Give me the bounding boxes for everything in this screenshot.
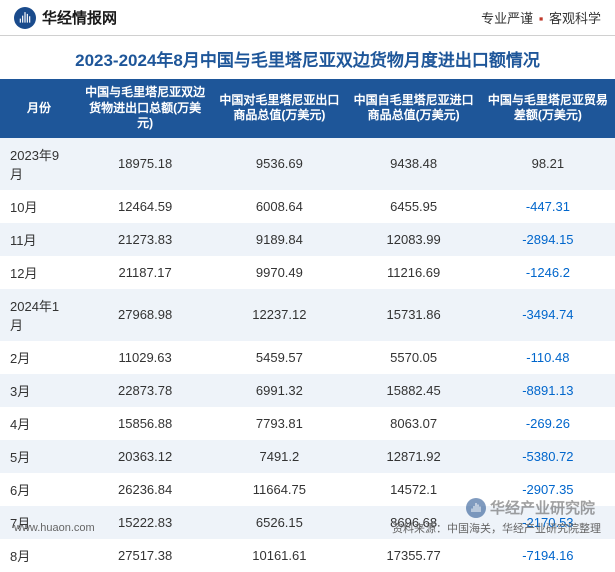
table-cell: 18975.18 [78, 138, 212, 190]
table-cell: 12464.59 [78, 190, 212, 223]
table-cell: 11月 [0, 223, 78, 256]
col-total: 中国与毛里塔尼亚双边货物进出口总额(万美元) [78, 79, 212, 138]
table-cell: 2023年9月 [0, 138, 78, 190]
table-row: 10月12464.596008.646455.95-447.31 [0, 190, 615, 223]
tagline-dot: ▪ [539, 11, 544, 26]
table-cell: 10月 [0, 190, 78, 223]
table-cell: -1246.2 [481, 256, 615, 289]
tagline-right: 客观科学 [549, 11, 601, 26]
table-cell: 5570.05 [347, 341, 481, 374]
table-row: 11月21273.839189.8412083.99-2894.15 [0, 223, 615, 256]
table-cell: -110.48 [481, 341, 615, 374]
table-cell: 6月 [0, 473, 78, 506]
table-cell: 17355.77 [347, 539, 481, 572]
table-cell: 15856.88 [78, 407, 212, 440]
table-cell: 6991.32 [212, 374, 346, 407]
table-cell: 5459.57 [212, 341, 346, 374]
table-cell: 11664.75 [212, 473, 346, 506]
table-row: 4月15856.887793.818063.07-269.26 [0, 407, 615, 440]
table-cell: 20363.12 [78, 440, 212, 473]
table-cell: 9536.69 [212, 138, 346, 190]
table-cell: -8891.13 [481, 374, 615, 407]
table-row: 8月27517.3810161.6117355.77-7194.16 [0, 539, 615, 572]
table-cell: -2894.15 [481, 223, 615, 256]
table-cell: -447.31 [481, 190, 615, 223]
table-cell: 21187.17 [78, 256, 212, 289]
table-cell: 27517.38 [78, 539, 212, 572]
table-cell: -2907.35 [481, 473, 615, 506]
logo-section: 华经情报网 [14, 7, 117, 29]
table-cell: 98.21 [481, 138, 615, 190]
table-cell: 26236.84 [78, 473, 212, 506]
col-export: 中国对毛里塔尼亚出口商品总值(万美元) [212, 79, 346, 138]
table-cell: 12237.12 [212, 289, 346, 341]
table-cell: 21273.83 [78, 223, 212, 256]
table-header-row: 月份 中国与毛里塔尼亚双边货物进出口总额(万美元) 中国对毛里塔尼亚出口商品总值… [0, 79, 615, 138]
table-cell: 7491.2 [212, 440, 346, 473]
col-balance: 中国与毛里塔尼亚贸易差额(万美元) [481, 79, 615, 138]
col-month: 月份 [0, 79, 78, 138]
header-bar: 华经情报网 专业严谨 ▪ 客观科学 [0, 0, 615, 36]
table-cell: -269.26 [481, 407, 615, 440]
footer-bar: www.huaon.com 资料来源：中国海关，华经产业研究院整理 [0, 516, 615, 540]
table-cell: -3494.74 [481, 289, 615, 341]
table-cell: 22873.78 [78, 374, 212, 407]
table-cell: 10161.61 [212, 539, 346, 572]
logo-text: 华经情报网 [42, 7, 117, 28]
footer-source: 资料来源：中国海关，华经产业研究院整理 [392, 520, 601, 536]
table-row: 12月21187.179970.4911216.69-1246.2 [0, 256, 615, 289]
page-title: 2023-2024年8月中国与毛里塔尼亚双边货物月度进出口额情况 [0, 36, 615, 79]
table-cell: 6008.64 [212, 190, 346, 223]
data-table: 月份 中国与毛里塔尼亚双边货物进出口总额(万美元) 中国对毛里塔尼亚出口商品总值… [0, 79, 615, 572]
table-row: 3月22873.786991.3215882.45-8891.13 [0, 374, 615, 407]
table-cell: 3月 [0, 374, 78, 407]
table-row: 2023年9月18975.189536.699438.4898.21 [0, 138, 615, 190]
table-cell: 9970.49 [212, 256, 346, 289]
table-cell: 27968.98 [78, 289, 212, 341]
table-row: 2月11029.635459.575570.05-110.48 [0, 341, 615, 374]
table-cell: 11216.69 [347, 256, 481, 289]
table-cell: 4月 [0, 407, 78, 440]
table-row: 5月20363.127491.212871.92-5380.72 [0, 440, 615, 473]
table-cell: 12871.92 [347, 440, 481, 473]
table-cell: 2月 [0, 341, 78, 374]
logo-icon [14, 7, 36, 29]
table-cell: 12月 [0, 256, 78, 289]
table-cell: 7793.81 [212, 407, 346, 440]
tagline: 专业严谨 ▪ 客观科学 [481, 8, 601, 27]
table-row: 2024年1月27968.9812237.1215731.86-3494.74 [0, 289, 615, 341]
table-cell: 6455.95 [347, 190, 481, 223]
table-cell: 9189.84 [212, 223, 346, 256]
table-cell: 15882.45 [347, 374, 481, 407]
footer-url: www.huaon.com [14, 522, 95, 534]
table-cell: 5月 [0, 440, 78, 473]
table-cell: 2024年1月 [0, 289, 78, 341]
table-cell: 8月 [0, 539, 78, 572]
table-cell: 15731.86 [347, 289, 481, 341]
table-cell: 8063.07 [347, 407, 481, 440]
tagline-left: 专业严谨 [481, 11, 533, 26]
table-cell: 11029.63 [78, 341, 212, 374]
table-container: 月份 中国与毛里塔尼亚双边货物进出口总额(万美元) 中国对毛里塔尼亚出口商品总值… [0, 79, 615, 572]
table-cell: 14572.1 [347, 473, 481, 506]
table-cell: -5380.72 [481, 440, 615, 473]
col-import: 中国自毛里塔尼亚进口商品总值(万美元) [347, 79, 481, 138]
table-cell: 12083.99 [347, 223, 481, 256]
table-cell: -7194.16 [481, 539, 615, 572]
table-row: 6月26236.8411664.7514572.1-2907.35 [0, 473, 615, 506]
table-cell: 9438.48 [347, 138, 481, 190]
